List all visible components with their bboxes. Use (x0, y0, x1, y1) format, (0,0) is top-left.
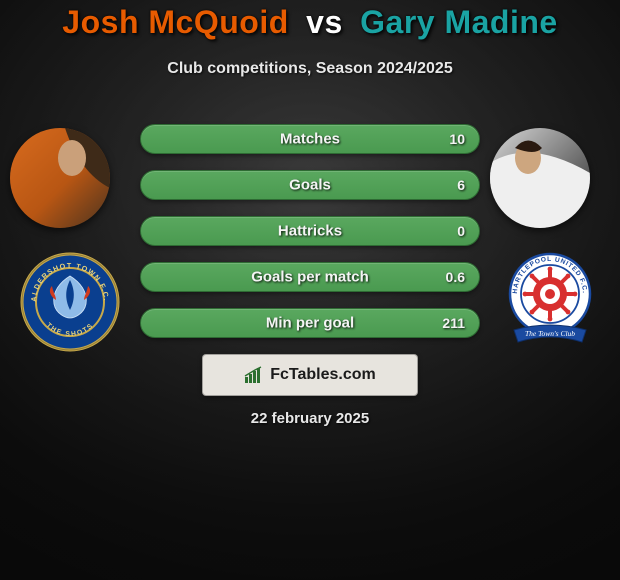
player2-photo (490, 128, 590, 228)
vs-text: vs (306, 4, 343, 40)
stat-value: 10 (449, 131, 465, 147)
stat-label: Min per goal (141, 315, 479, 332)
aldershot-crest-svg: ALDERSHOT TOWN F.C. THE SHOTS (20, 252, 120, 352)
subtitle-text: Club competitions, Season 2024/2025 (0, 60, 620, 78)
stat-value: 0 (457, 223, 465, 239)
stat-label: Hattricks (141, 223, 479, 240)
stat-label: Goals per match (141, 269, 479, 286)
stat-bar-goals: Goals 6 (140, 170, 480, 200)
infographic-root: Josh McQuoid vs Gary Madine Club competi… (0, 0, 620, 580)
brand-text: FcTables.com (270, 366, 376, 384)
player1-photo (10, 128, 110, 228)
brand-chart-icon (244, 366, 264, 384)
stat-bar-matches: Matches 10 (140, 124, 480, 154)
stat-value: 211 (442, 315, 465, 331)
stat-value: 6 (457, 177, 465, 193)
player1-name: Josh McQuoid (62, 4, 288, 40)
stat-label: Goals (141, 177, 479, 194)
player2-name: Gary Madine (360, 4, 558, 40)
stat-bar-hattricks: Hattricks 0 (140, 216, 480, 246)
right-crest-ribbon-text: The Town's Club (525, 329, 575, 338)
player1-photo-svg (10, 128, 110, 228)
player2-club-crest: HARTLEPOOL UNITED F.C. (500, 252, 600, 352)
stat-value: 0.6 (446, 269, 465, 285)
date-text: 22 february 2025 (0, 410, 620, 427)
brand-plate: FcTables.com (202, 354, 418, 396)
hartlepool-crest-svg: HARTLEPOOL UNITED F.C. (500, 252, 600, 352)
stat-bars: Matches 10 Goals 6 Hattricks 0 Goals per… (140, 124, 480, 354)
comparison-title: Josh McQuoid vs Gary Madine (0, 4, 620, 41)
player1-club-crest: ALDERSHOT TOWN F.C. THE SHOTS (20, 252, 120, 352)
stat-bar-mpg: Min per goal 211 (140, 308, 480, 338)
stat-bar-gpm: Goals per match 0.6 (140, 262, 480, 292)
stat-label: Matches (141, 131, 479, 148)
player2-photo-svg (490, 128, 590, 228)
